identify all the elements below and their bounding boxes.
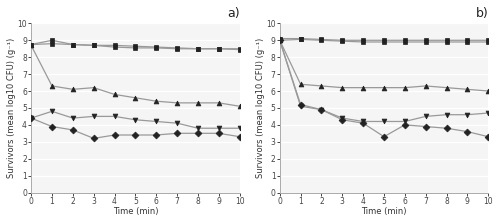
Text: b): b): [476, 7, 488, 20]
Text: a): a): [227, 7, 239, 20]
X-axis label: Time (min): Time (min): [112, 207, 158, 216]
X-axis label: Time (min): Time (min): [361, 207, 406, 216]
Y-axis label: Survivors (mean log10 CFU) (g⁻¹): Survivors (mean log10 CFU) (g⁻¹): [256, 38, 264, 178]
Y-axis label: Survivors (mean log10 CFU) (g⁻¹): Survivors (mean log10 CFU) (g⁻¹): [7, 38, 16, 178]
